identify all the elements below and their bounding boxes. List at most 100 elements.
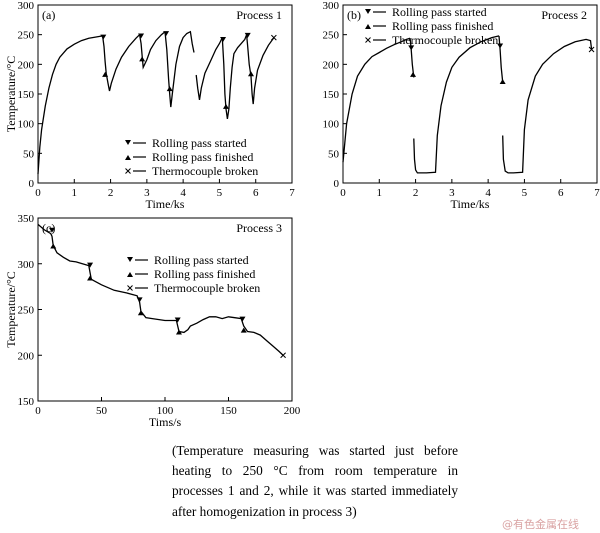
panel-3-y-tick-label: 300 <box>18 259 35 271</box>
panel-1-series-line <box>101 34 141 92</box>
panel-1-x-tick-label: 4 <box>180 187 186 199</box>
panel-3-legend-swatch-started <box>127 257 133 262</box>
panel-2-legend-entry: Thermocouple broken <box>392 33 498 47</box>
panel-1-marker-pass-finished <box>139 56 146 62</box>
panel-1-legend-entry: Thermocouple broken <box>152 164 258 178</box>
panel-2-title: Process 2 <box>541 8 587 22</box>
panel-2-series-line <box>413 35 500 174</box>
panel-1-marker-pass-started <box>220 37 227 43</box>
panel-3-y-axis-label: Temperature/°C <box>4 271 18 348</box>
panel-1-series-line <box>221 34 248 119</box>
panel-2-legend-swatch-broken <box>365 37 371 43</box>
panel-3-marker-pass-started <box>87 262 94 268</box>
panel-2-x-tick-label: 3 <box>449 187 455 199</box>
panel-3-x-tick-label: 200 <box>284 405 301 417</box>
panel-3-plot-frame <box>37 217 293 402</box>
panel-3-x-tick-label: 50 <box>96 405 108 417</box>
panel-1-x-tick-label: 6 <box>253 187 259 199</box>
panel-1-marker-pass-started <box>244 32 251 38</box>
panel-3-legend-swatch-broken <box>127 285 133 291</box>
panel-3-marker-pass-started <box>239 316 246 322</box>
panel-3-y-tick-label: 200 <box>18 350 35 362</box>
panel-2-series-line <box>498 35 504 83</box>
panel-1-legend-swatch-started <box>125 140 131 145</box>
panel-3-marker-pass-finished <box>240 327 247 333</box>
panel-2-y-tick-label: 300 <box>323 0 340 12</box>
panel-1-marker-pass-finished <box>222 103 229 109</box>
panel-1-y-tick-label: 0 <box>29 178 35 190</box>
panel-3-legend-entry: Thermocouple broken <box>154 281 260 295</box>
panel-1-marker-pass-finished <box>247 71 254 77</box>
panel-3-marker-thermocouple-broken <box>280 352 286 359</box>
panel-1-marker-pass-finished <box>166 86 173 92</box>
panel-1-x-tick-label: 0 <box>35 187 41 199</box>
panel-3-x-tick-label: 100 <box>157 405 174 417</box>
panel-1-x-tick-label: 5 <box>217 187 223 199</box>
panel-1-series-line <box>37 35 103 175</box>
panel-2-legend-swatch-finished <box>365 24 371 29</box>
panel-3-y-tick-label: 150 <box>18 396 35 408</box>
panel-2-series-line <box>502 38 593 174</box>
panel-2-marker-pass-started <box>497 43 504 49</box>
panel-2-marker-thermocouple-broken <box>588 46 595 53</box>
panel-1-y-tick-label: 200 <box>18 59 35 71</box>
panel-2-x-tick-label: 2 <box>413 187 419 199</box>
panel-3-y-tick-label: 250 <box>18 305 35 317</box>
panel-1-y-tick-label: 250 <box>18 30 35 42</box>
panel-2-y-tick-label: 0 <box>334 178 340 190</box>
panel-3-x-tick-label: 0 <box>35 405 41 417</box>
panel-2-y-tick-label: 100 <box>323 119 340 131</box>
panel-2-y-tick-label: 200 <box>323 59 340 71</box>
panel-1-legend-entry: Rolling pass finished <box>152 150 253 164</box>
panel-1-marker-pass-started <box>100 34 107 40</box>
panel-1-x-tick-label: 2 <box>108 187 114 199</box>
panel-3-x-axis-label: Tims/s <box>149 415 182 429</box>
panel-2-x-tick-label: 4 <box>485 187 491 199</box>
panel-2-marker-pass-finished <box>499 78 506 84</box>
panel-1-series-line <box>138 31 166 70</box>
panel-2-x-tick-label: 5 <box>522 187 528 199</box>
panel-2-x-tick-label: 6 <box>558 187 564 199</box>
panel-1-y-tick-label: 100 <box>18 119 35 131</box>
panel-1-legend-entry: Rolling pass started <box>152 136 247 150</box>
panel-3-legend-entry: Rolling pass finished <box>154 267 255 281</box>
panel-1-x-axis-label: Time/ks <box>146 197 185 211</box>
panel-2-legend-swatch-started <box>365 9 371 14</box>
panel-2-y-tick-label: 150 <box>323 89 340 101</box>
panel-3-x-tick-label: 150 <box>220 405 237 417</box>
panel-1-legend-swatch-finished <box>125 155 131 160</box>
panel-1-x-tick-label: 7 <box>289 187 295 199</box>
panel-2-marker-pass-started <box>408 45 415 51</box>
panel-2-marker-pass-finished <box>410 71 417 77</box>
panel-3-title: Process 3 <box>236 221 282 235</box>
panel-1-x-tick-label: 3 <box>144 187 150 199</box>
panel-3-marker-pass-started <box>136 297 143 303</box>
panel-3-marker-pass-finished <box>50 243 57 249</box>
panel-3-series-line <box>37 223 284 356</box>
panel-2-x-tick-label: 0 <box>340 187 346 199</box>
panel-1-series-line <box>164 30 195 108</box>
panel-3-marker-pass-finished <box>175 329 182 335</box>
panel-2-series-line <box>409 38 415 78</box>
panel-1-y-tick-label: 150 <box>18 89 35 101</box>
panel-2-x-axis-label: Time/ks <box>451 197 490 211</box>
panel-3-marker-pass-started <box>48 227 55 233</box>
panel-1-y-tick-label: 50 <box>23 148 35 160</box>
panel-2-series-line <box>342 37 411 163</box>
panel-2-panel-letter: (b) <box>347 8 361 22</box>
panel-1-marker-thermocouple-broken <box>271 34 277 41</box>
panel-1-marker-pass-started <box>138 33 145 39</box>
panel-2-legend-entry: Rolling pass started <box>392 5 487 19</box>
panel-1-marker-pass-finished <box>102 71 109 77</box>
panel-1-series-line <box>195 37 223 100</box>
panel-1-y-tick-label: 300 <box>18 0 35 12</box>
panel-1-legend-swatch-broken <box>125 168 131 174</box>
panel-1-x-tick-label: 1 <box>72 187 78 199</box>
panel-3-marker-pass-finished <box>137 310 144 316</box>
figure-caption: (Temperature measuring was started just … <box>172 443 458 519</box>
panel-2-x-tick-label: 1 <box>377 187 383 199</box>
panel-3-legend-entry: Rolling pass started <box>154 253 249 267</box>
panel-2-y-tick-label: 250 <box>323 30 340 42</box>
panel-2-x-tick-label: 7 <box>594 187 600 199</box>
